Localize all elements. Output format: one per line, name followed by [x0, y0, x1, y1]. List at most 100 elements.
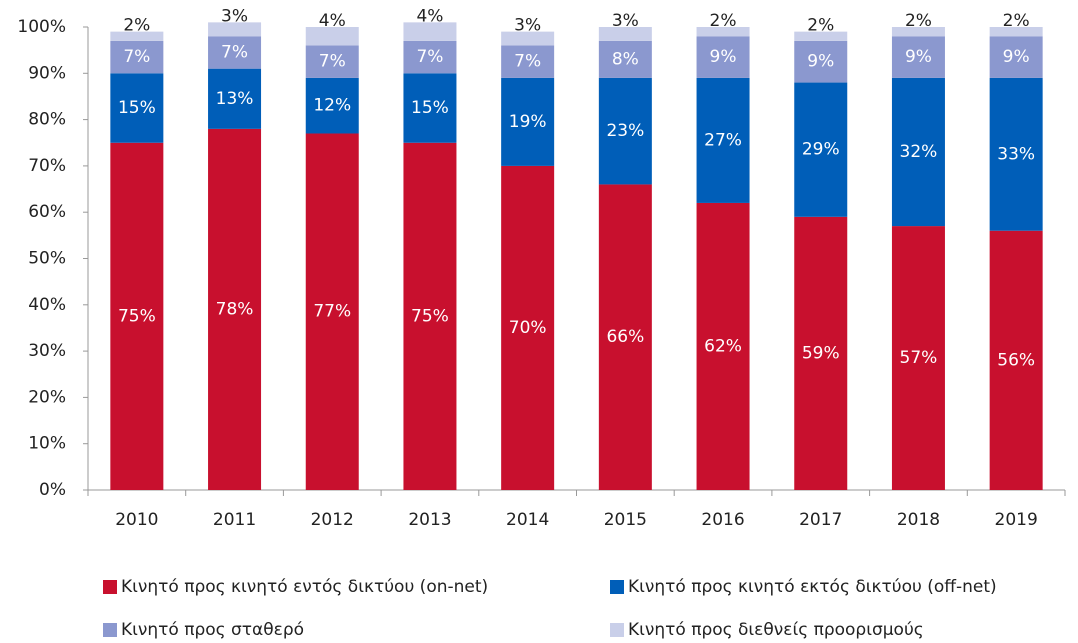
data-label: 15%: [411, 98, 449, 118]
data-label: 59%: [802, 343, 840, 363]
bar-segment: [403, 40, 457, 74]
y-tick-label: 20%: [28, 387, 66, 407]
y-tick-label: 30%: [28, 341, 66, 361]
bar-segment: [403, 73, 457, 143]
data-label: 8%: [612, 49, 639, 69]
x-tick-label: 2010: [115, 510, 158, 530]
data-label: 9%: [807, 52, 834, 72]
data-label: 15%: [118, 98, 156, 118]
bar-segment: [501, 31, 555, 46]
data-label: 9%: [710, 47, 737, 67]
bar-segment: [696, 77, 750, 203]
bar-segment: [305, 45, 359, 78]
data-label: 2%: [1003, 11, 1030, 31]
bar-segment: [598, 27, 652, 41]
bar-segment: [305, 27, 359, 46]
bar-segment: [989, 36, 1043, 78]
bar-segment: [891, 77, 945, 227]
bar-segment: [891, 36, 945, 78]
x-tick-label: 2015: [604, 510, 647, 530]
y-tick-label: 90%: [28, 63, 66, 83]
bar-segment: [696, 27, 750, 37]
bar-segment: [110, 73, 164, 143]
data-label: 29%: [802, 140, 840, 160]
y-tick-label: 50%: [28, 249, 66, 269]
legend-label: Κινητό προς κινητό εντός δικτύου (on-net…: [121, 577, 488, 597]
data-label: 7%: [319, 52, 346, 72]
x-tick-label: 2019: [995, 510, 1038, 530]
bar-segment: [598, 77, 652, 185]
data-label: 78%: [216, 299, 254, 319]
data-label: 70%: [509, 318, 547, 338]
data-label: 2%: [905, 11, 932, 31]
bar-segment: [696, 36, 750, 78]
x-tick-label: 2017: [799, 510, 842, 530]
data-label: 12%: [313, 96, 351, 116]
data-label: 27%: [704, 130, 742, 150]
bar-segment: [891, 226, 945, 490]
y-tick-label: 80%: [28, 110, 66, 130]
x-tick-label: 2012: [311, 510, 354, 530]
bar-segment: [501, 45, 555, 78]
bar-segment: [110, 142, 164, 490]
legend-swatch: [103, 580, 117, 594]
data-label: 4%: [319, 11, 346, 31]
bar-segment: [989, 77, 1043, 231]
y-tick-label: 70%: [28, 156, 66, 176]
x-tick-label: 2013: [408, 510, 451, 530]
data-label: 9%: [905, 47, 932, 67]
x-tick-label: 2016: [701, 510, 744, 530]
data-label: 13%: [216, 89, 254, 109]
data-label: 2%: [123, 16, 150, 36]
data-label: 75%: [411, 306, 449, 326]
data-label: 3%: [612, 11, 639, 31]
y-tick-label: 100%: [17, 17, 66, 37]
data-label: 2%: [710, 11, 737, 31]
data-label: 57%: [900, 348, 938, 368]
bar-segment: [208, 36, 262, 69]
bar-segment: [403, 142, 457, 490]
data-label: 4%: [416, 6, 443, 26]
bar-segment: [208, 68, 262, 129]
bar-segment: [208, 22, 262, 37]
legend-label: Κινητό προς κινητό εκτός δικτύου (off-ne…: [628, 577, 997, 597]
y-tick-label: 60%: [28, 202, 66, 222]
data-label: 3%: [514, 16, 541, 36]
bar-segment: [501, 165, 555, 490]
data-label: 7%: [514, 52, 541, 72]
data-label: 75%: [118, 306, 156, 326]
legend-label: Κινητό προς διεθνείς προορισμούς: [628, 620, 924, 640]
legend-swatch: [610, 580, 624, 594]
data-label: 23%: [606, 121, 644, 141]
data-label: 32%: [900, 142, 938, 162]
y-tick-label: 40%: [28, 295, 66, 315]
y-tick-label: 0%: [39, 480, 66, 500]
legend-label: Κινητό προς σταθερό: [121, 620, 304, 640]
data-label: 66%: [606, 327, 644, 347]
data-label: 33%: [997, 144, 1035, 164]
bar-segment: [305, 133, 359, 491]
legend-swatch: [610, 623, 624, 637]
data-label: 9%: [1003, 47, 1030, 67]
data-label: 77%: [313, 302, 351, 322]
bar-segment: [110, 40, 164, 74]
bar-segment: [110, 31, 164, 41]
bar-segment: [208, 128, 262, 491]
x-tick-label: 2014: [506, 510, 549, 530]
x-tick-label: 2011: [213, 510, 256, 530]
bar-segment: [794, 216, 848, 490]
bar-segment: [598, 184, 652, 491]
bar-segment: [794, 82, 848, 217]
legend-swatch: [103, 623, 117, 637]
data-label: 3%: [221, 6, 248, 26]
data-label: 7%: [221, 42, 248, 62]
y-tick-label: 10%: [28, 434, 66, 454]
bar-segment: [794, 40, 848, 83]
bar-segment: [696, 202, 750, 490]
bar-segment: [989, 27, 1043, 37]
data-label: 7%: [123, 47, 150, 67]
bar-segment: [598, 40, 652, 78]
bar-segment: [891, 27, 945, 37]
data-label: 56%: [997, 350, 1035, 370]
